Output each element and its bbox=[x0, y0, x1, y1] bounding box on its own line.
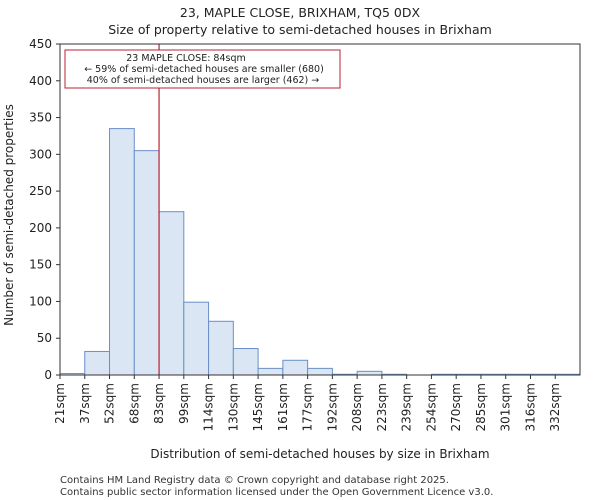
bar-177sqm bbox=[307, 367, 333, 376]
annotation-box: 23 MAPLE CLOSE: 84sqm ← 59% of semi-deta… bbox=[64, 49, 341, 89]
chart-subtitle: Size of property relative to semi-detach… bbox=[108, 22, 492, 37]
x-tick-label: 208sqm bbox=[350, 383, 364, 431]
y-tick-label: 350 bbox=[29, 111, 52, 125]
x-tick-label: 223sqm bbox=[375, 383, 389, 431]
x-tick-label: 177sqm bbox=[301, 383, 315, 431]
bar-99sqm bbox=[183, 301, 210, 376]
y-tick-label: 100 bbox=[29, 294, 52, 308]
bar-68sqm bbox=[133, 150, 160, 376]
y-axis-label: Number of semi-detached properties bbox=[2, 104, 16, 326]
x-tick-label: 114sqm bbox=[202, 383, 216, 431]
bars-group bbox=[59, 128, 581, 376]
bar-37sqm bbox=[84, 350, 111, 376]
x-axis: 21sqm 37sqm 52sqm 68sqm 83sqm 99sqm 114sqm 130s… bbox=[53, 375, 562, 431]
bar-130sqm bbox=[232, 348, 259, 376]
y-tick-label: 300 bbox=[29, 147, 52, 161]
x-tick-label: 254sqm bbox=[424, 383, 438, 431]
annotation-line-3: 40% of semi-detached houses are larger (… bbox=[87, 75, 320, 86]
y-tick-label: 200 bbox=[29, 221, 52, 235]
y-tick-label: 400 bbox=[29, 74, 52, 88]
bar-52sqm bbox=[109, 128, 135, 376]
bar-161sqm bbox=[282, 359, 309, 376]
x-tick-label: 270sqm bbox=[449, 383, 463, 431]
x-tick-label: 192sqm bbox=[325, 383, 339, 431]
bar-83sqm bbox=[158, 211, 185, 376]
y-axis: 0 50 100 150 200 250 300 350 400 450 bbox=[29, 37, 60, 382]
bar-208sqm bbox=[356, 370, 383, 376]
x-tick-label: 21sqm bbox=[53, 383, 67, 424]
plot-frame bbox=[59, 43, 581, 376]
x-tick-label: 83sqm bbox=[152, 383, 166, 424]
x-tick-label: 145sqm bbox=[251, 383, 265, 431]
x-tick-label: 332sqm bbox=[548, 383, 562, 431]
y-tick-label: 250 bbox=[29, 184, 52, 198]
x-tick-label: 37sqm bbox=[78, 383, 92, 424]
x-tick-label: 52sqm bbox=[103, 383, 117, 424]
annotation-line-1: 23 MAPLE CLOSE: 84sqm bbox=[126, 53, 246, 64]
x-axis-label: Distribution of semi-detached houses by … bbox=[150, 447, 489, 461]
x-tick-label: 301sqm bbox=[499, 383, 513, 431]
footer-line-2: Contains public sector information licen… bbox=[60, 487, 493, 498]
bar-145sqm bbox=[257, 367, 284, 376]
footer-line-1: Contains HM Land Registry data © Crown c… bbox=[60, 475, 449, 486]
x-tick-label: 316sqm bbox=[523, 383, 537, 431]
x-tick-label: 130sqm bbox=[226, 383, 240, 431]
x-tick-label: 239sqm bbox=[400, 383, 414, 431]
y-tick-label: 150 bbox=[29, 258, 52, 272]
chart-title: 23, MAPLE CLOSE, BRIXHAM, TQ5 0DX bbox=[180, 5, 421, 20]
x-tick-label: 161sqm bbox=[276, 383, 290, 431]
x-tick-label: 285sqm bbox=[474, 383, 488, 431]
y-tick-label: 450 bbox=[29, 37, 52, 51]
y-tick-label: 0 bbox=[44, 368, 52, 382]
annotation-line-2: ← 59% of semi-detached houses are smalle… bbox=[84, 64, 324, 75]
x-tick-label: 68sqm bbox=[127, 383, 141, 424]
x-tick-label: 99sqm bbox=[177, 383, 191, 424]
annotation-border bbox=[64, 49, 341, 89]
bar-114sqm bbox=[208, 320, 234, 376]
y-tick-label: 50 bbox=[37, 331, 52, 345]
